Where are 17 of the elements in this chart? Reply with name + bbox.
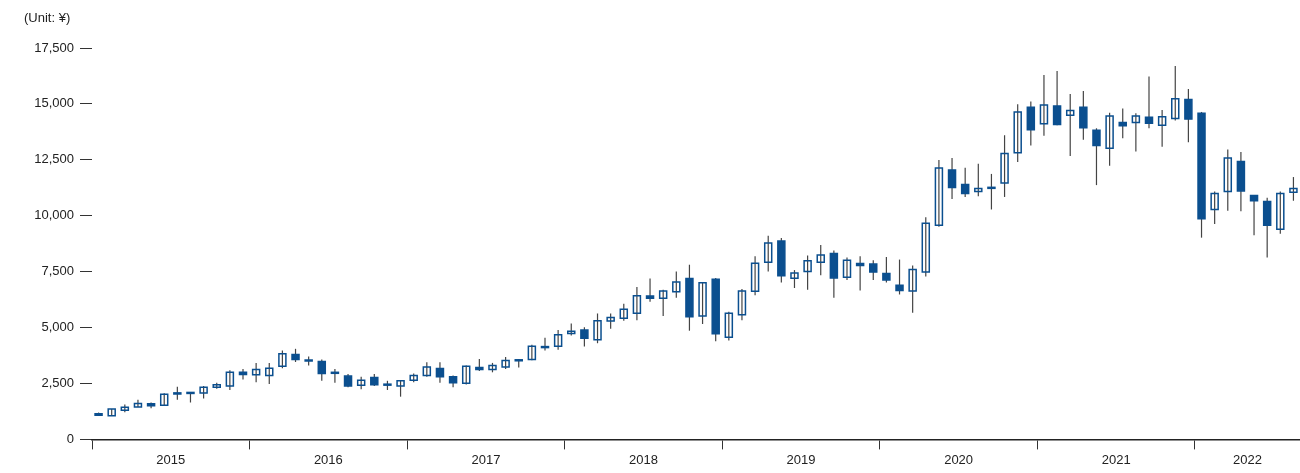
x-tick-label: 2020 [944, 451, 974, 467]
x-tick-label: 2018 [629, 451, 658, 467]
y-tick-label: 12,500 [34, 151, 74, 167]
x-tick-label: 2015 [156, 451, 186, 467]
y-tick-label: 7,500 [41, 263, 74, 279]
y-axis-title: (Unit: ¥) [24, 10, 71, 26]
y-tick-label: 10,000 [34, 207, 74, 223]
x-tick-label: 2021 [1101, 451, 1131, 467]
y-tick-label: 2,500 [41, 375, 74, 391]
x-tick-label: 2016 [313, 451, 343, 467]
x-tick-label: 2019 [786, 451, 816, 467]
y-tick-label: 17,500 [34, 39, 74, 55]
x-tick-label: 2017 [471, 451, 501, 467]
x-tick-label: 2022 [1233, 451, 1262, 467]
y-tick-label: 0 [66, 430, 74, 446]
y-tick-label: 5,000 [41, 319, 74, 335]
y-tick-label: 15,000 [34, 95, 74, 111]
